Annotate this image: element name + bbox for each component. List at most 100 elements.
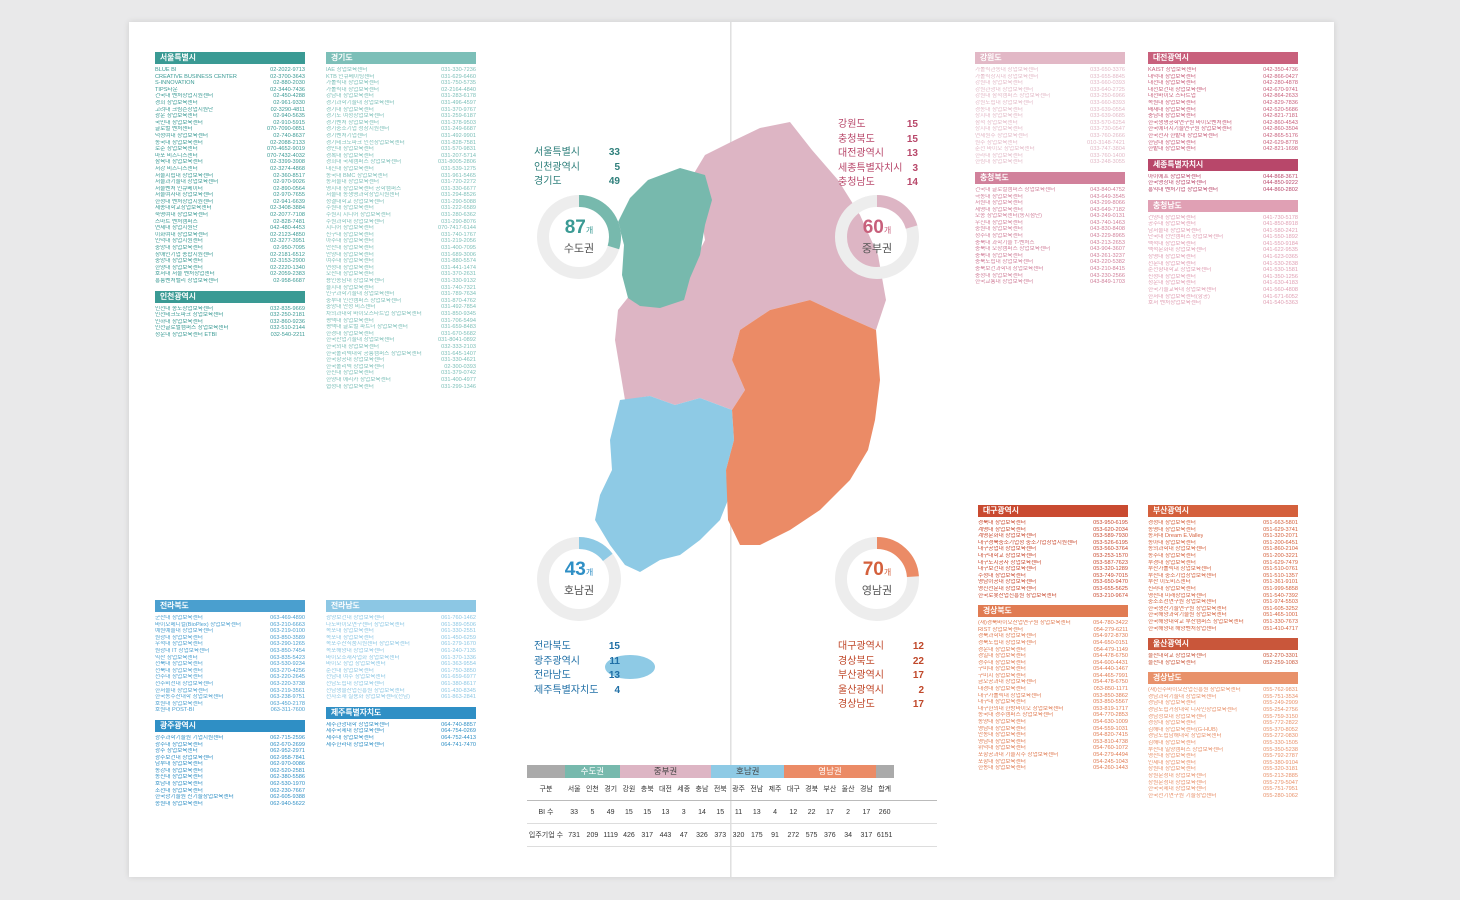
center-name: 대구공업대 창업보육센터 [978,546,1037,553]
center-phone: 055-320-3181 [1263,766,1298,773]
table-col-header: 광주 [732,786,745,793]
list-item: 한동대 창업보육센터 054-260-1443 [978,765,1128,772]
center-name: 수성대 창업보육센터 [978,572,1026,579]
list-item: 위덕대 창업보육센터 054-760-1072 [978,745,1128,752]
center-name: 한밭대 창업보육센터 [1148,146,1196,153]
list-item: 아주대 창업보육센터 031-219-2056 [326,238,476,245]
center-phone: 053-650-9470 [1093,579,1128,586]
center-phone: 061-330-2551 [441,628,476,635]
center-name: 인덕대 창업지원센터 [155,238,203,245]
list-item: 동강대 창업보육센터 062-520-2581 [155,768,305,775]
center-name: 위덕대 창업보육센터 [978,745,1026,752]
center-name: 세종대학교창업보육센터 [155,205,212,212]
center-phone: 02-880-2030 [273,80,305,87]
list-item: 부산가톨릭대 창업보육센터 051-510-0761 [1148,566,1298,573]
list-item: 호남대 창업보육센터 062-530-1970 [155,781,305,788]
center-phone: 031-961-5465 [441,172,476,179]
table-cell: 317 [860,831,873,839]
list-item: 스마트 벤처캠퍼스 02-828-7481 [155,219,305,226]
center-phone: 02-958-6687 [273,278,305,284]
center-phone: 041-730-5178 [1263,214,1298,221]
count-value: 4 [614,684,620,696]
center-phone: 053-950-6195 [1093,520,1128,526]
table-cell: 47 [679,831,688,839]
center-phone: 041-540-5363 [1263,300,1298,307]
table-cell: 373 [714,831,727,839]
list-item: 제주한라대 창업보육센터 064-741-7470 [326,742,476,749]
center-phone: 043-740-1463 [1090,219,1125,226]
center-name: 경운대 창업보육센터 [978,646,1026,653]
list-item: 경동대 창업보육센터 033-639-0554 [975,107,1125,114]
center-phone: 031-207-5714 [441,152,476,159]
center-phone: 061-380-8617 [441,680,476,687]
center-phone: 031-299-1346 [441,383,476,390]
list-item: 아이에프 창업보육센터 044-868-3671 [1148,174,1298,181]
list-item: 대전대 창업보육센터 042-280-4878 [1148,80,1298,87]
center-name: 한서대 창업보육센터(항공) [1148,293,1210,300]
list-item: 한국농수산대학 창업보육센터 063-238-9751 [155,694,305,701]
list-item: 성결대학교 창업보육센터 031-290-5088 [326,199,476,206]
list-item: 금오공과대 창업보육센터 054-478-6750 [978,679,1128,686]
center-phone: 062-380-5586 [270,774,305,781]
center-phone: 055-330-1505 [1263,740,1298,747]
center-name: 인천글로벌캠퍼스 창업보육센터 [155,325,229,332]
center-phone: 02-3290-4811 [270,106,305,113]
center-name: 평택대 글로벌 파트너 창업보육센터 [326,324,408,331]
list-item: 배재대 창업보육센터 042-520-5686 [1148,107,1298,114]
table-cell: 17 [862,808,871,816]
center-phone: 033-655-8845 [1090,73,1125,80]
list-daejeon: 대전광역시 KAIST 창업보육센터 042-350-4736 대덕대 창업보육센터 0… [1148,52,1298,307]
ring-jungbu: 60개 중부권 [834,194,920,280]
center-name: 구미대 창업보육센터 [978,666,1026,673]
center-phone: 02-360-8517 [273,172,305,179]
center-phone: 052-259-1083 [1263,659,1298,666]
center-name: 아이에프 창업보육센터 [1148,173,1202,180]
center-name: 금오공과대 창업보육센터 [978,679,1037,686]
list-item: 인하대 창업보육센터 032-860-9236 [155,319,305,326]
table-col-header: 합계 [878,786,892,793]
center-name: 전주비전대 창업보육센터 [155,680,214,687]
count-row: 경기도 49 [534,175,620,190]
center-phone: 031-259-6187 [441,113,476,120]
list-item: 군산대 창업보육센터 063-469-4890 [155,615,305,622]
list-item: 한국해양과학기술원 창업보육센터 051-465-1001 [1148,612,1298,619]
count-value: 15 [608,641,620,652]
center-name: 한국해양대 해양벤처창업센터 [1148,625,1217,632]
center-phone: 042-350-4736 [1263,67,1298,73]
list-seoul: 서울특별시 BLUE BI 02-2022-9713 CREATIVE BUSINES… [155,52,305,339]
center-name: 동강대 창업보육센터 [155,767,203,774]
center-name: 전남생물산업진흥원 창업보육센터 [326,687,405,694]
center-phone: 043-261-3237 [1090,252,1125,259]
list-item: TIPS타운 02-3440-7436 [155,87,305,94]
center-name: 조선대 창업보육센터 [155,787,203,794]
center-phone: 061-240-7135 [441,647,476,654]
list-item: 경북도립대 창업보육센터 054-650-0151 [978,640,1128,647]
list-item: 대전보건대 창업보육센터 042-670-9741 [1148,87,1298,94]
center-name: 대진대 창업보육센터 [326,165,374,172]
list-item: 오산대 창업보육센터 031-370-2631 [326,271,476,278]
list-item: 인제대 창업보육센터 055-380-9104 [1148,760,1298,767]
list-item: 인천글로벌캠퍼스 창업보육센터 032-510-2144 [155,325,305,332]
table-cell: 14 [698,808,706,816]
list-item: 상지대 창업보육센터 033-639-0685 [975,113,1125,120]
list-item: 충청대 창업보육센터 043-230-2566 [975,273,1125,280]
center-name: 나노바이오연구센터 창업보육센터 [326,621,405,628]
center-phone: 064-740-8857 [441,721,476,728]
center-name: 서울벤처 인큐베이터 [155,185,203,192]
center-phone: 053-810-4738 [1093,738,1128,745]
center-name: 인천테크노파크 창업보육센터 [155,312,224,319]
list-item: 대구대 창업보육센터 053-850-5567 [978,699,1128,706]
center-phone: 054-600-4431 [1093,659,1128,666]
center-phone: 033-660-8393 [1090,99,1125,106]
count-value: 17 [912,699,924,710]
center-name: 우진대 창업보육센터 [975,219,1023,226]
list-item: 목포대 창업보육센터 061-330-2551 [326,628,476,635]
center-phone: 010-3148-7421 [1087,139,1125,146]
center-name: 안양대 창업보육센터 [326,251,374,258]
center-phone: 031-492-7854 [441,304,476,311]
table-col-header: 부산 [823,786,837,793]
center-phone: 070-4652-9019 [267,146,305,153]
center-name: 을지대 창업보육센터 [326,284,374,291]
center-phone: 051-200-6451 [1263,539,1298,546]
center-phone: 062-715-2596 [270,734,305,741]
